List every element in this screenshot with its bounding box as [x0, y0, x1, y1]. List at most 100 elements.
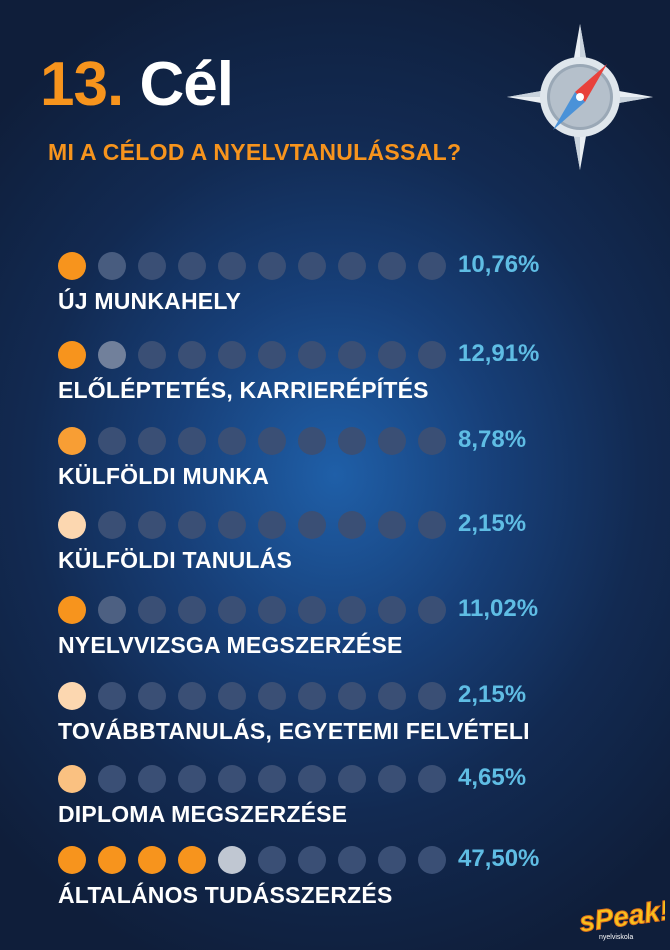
- chart-dot: [418, 427, 446, 455]
- chart-dot: [178, 682, 206, 710]
- chart-dot: [378, 596, 406, 624]
- chart-dot: [338, 511, 366, 539]
- category-label: ELŐLÉPTETÉS, KARRIERÉPÍTÉS: [58, 377, 429, 403]
- chart-dot: [58, 765, 86, 793]
- chart-dot: [138, 511, 166, 539]
- chart-dot: [58, 252, 86, 280]
- percent-label: 11,02%: [458, 595, 539, 622]
- chart-dot: [58, 511, 86, 539]
- chart-dot: [98, 252, 126, 280]
- chart-dot: [258, 765, 286, 793]
- chart-dot: [298, 682, 326, 710]
- percent-label: 2,15%: [458, 681, 527, 708]
- speak-logo: sPeak! nyelviskola: [577, 894, 665, 941]
- chart-row: 47,50% ÁLTALÁNOS TUDÁSSZERZÉS: [58, 838, 658, 918]
- percent-label: 4,65%: [458, 764, 527, 791]
- category-label: DIPLOMA MEGSZERZÉSE: [58, 801, 348, 827]
- svg-text:sPeak!: sPeak!: [577, 895, 665, 938]
- chart-dot: [178, 341, 206, 369]
- chart-dot: [58, 846, 86, 874]
- chart-dot: [418, 252, 446, 280]
- chart-dot: [298, 511, 326, 539]
- chart-dot: [418, 596, 446, 624]
- chart-dot: [138, 341, 166, 369]
- chart-dot: [98, 846, 126, 874]
- chart-dot: [298, 252, 326, 280]
- chart-dot: [218, 596, 246, 624]
- chart-dot: [138, 252, 166, 280]
- compass-icon: [507, 24, 653, 170]
- chart-dot: [378, 846, 406, 874]
- chart-dot: [218, 427, 246, 455]
- chart-dot: [218, 252, 246, 280]
- chart-dot: [58, 596, 86, 624]
- chart-dot: [58, 682, 86, 710]
- percent-label: 47,50%: [458, 845, 540, 872]
- chart-dot: [138, 596, 166, 624]
- chart-dot: [258, 596, 286, 624]
- chart-dot: [418, 846, 446, 874]
- chart-row: 2,15% KÜLFÖLDI TANULÁS: [58, 503, 658, 583]
- chart-dot: [258, 511, 286, 539]
- chart-dot: [298, 427, 326, 455]
- chart-dot: [378, 427, 406, 455]
- page-title: 13. Cél: [40, 50, 234, 120]
- chart-dot: [418, 511, 446, 539]
- chart-dot: [138, 846, 166, 874]
- chart-row: 10,76% ÚJ MUNKAHELY: [58, 244, 658, 324]
- chart-dot: [338, 846, 366, 874]
- chart-dot: [98, 596, 126, 624]
- chart-dot: [138, 682, 166, 710]
- category-label: KÜLFÖLDI TANULÁS: [58, 547, 293, 573]
- chart-dot: [178, 765, 206, 793]
- chart-dot: [58, 341, 86, 369]
- chart-dot: [98, 682, 126, 710]
- chart-dot: [178, 427, 206, 455]
- percent-label: 8,78%: [458, 426, 527, 453]
- category-label: NYELVVIZSGA MEGSZERZÉSE: [58, 632, 403, 658]
- svg-text:nyelviskola: nyelviskola: [599, 934, 633, 941]
- chart-dot: [258, 341, 286, 369]
- chart-row: 8,78% KÜLFÖLDI MUNKA: [58, 419, 658, 499]
- chart-dot: [418, 682, 446, 710]
- percent-label: 12,91%: [458, 340, 540, 367]
- chart-dot: [378, 511, 406, 539]
- chart-dot: [98, 765, 126, 793]
- percent-label: 2,15%: [458, 510, 527, 537]
- chart-dot: [258, 682, 286, 710]
- chart-dot: [418, 341, 446, 369]
- chart-dot: [258, 846, 286, 874]
- chart-row: 11,02% NYELVVIZSGA MEGSZERZÉSE: [58, 588, 658, 668]
- chart-dot: [138, 427, 166, 455]
- chart-dot: [338, 427, 366, 455]
- chart-dot: [298, 846, 326, 874]
- chart-dot: [298, 596, 326, 624]
- title-word: Cél: [139, 50, 233, 119]
- chart-dot: [218, 341, 246, 369]
- percent-label: 10,76%: [458, 251, 540, 278]
- chart-dot: [258, 252, 286, 280]
- chart-dot: [218, 682, 246, 710]
- chart-dot: [138, 765, 166, 793]
- chart-dot: [98, 427, 126, 455]
- chart-dot: [378, 682, 406, 710]
- category-label: TOVÁBBTANULÁS, EGYETEMI FELVÉTELI: [58, 718, 530, 744]
- chart-dot: [178, 252, 206, 280]
- chart-dot: [338, 596, 366, 624]
- chart-row: 4,65% DIPLOMA MEGSZERZÉSE: [58, 757, 658, 837]
- chart-dot: [98, 511, 126, 539]
- chart-row: 2,15% TOVÁBBTANULÁS, EGYETEMI FELVÉTELI: [58, 674, 658, 754]
- category-label: KÜLFÖLDI MUNKA: [58, 463, 270, 489]
- chart-dot: [178, 511, 206, 539]
- chart-dot: [338, 252, 366, 280]
- chart-dot: [338, 682, 366, 710]
- title-number: 13.: [40, 50, 124, 119]
- chart-dot: [178, 846, 206, 874]
- chart-subtitle: MI A CÉLOD A NYELVTANULÁSSAL?: [48, 139, 462, 165]
- chart-dot: [378, 765, 406, 793]
- category-label: ÁLTALÁNOS TUDÁSSZERZÉS: [58, 882, 393, 908]
- chart-dot: [178, 596, 206, 624]
- chart-dot: [258, 427, 286, 455]
- chart-row: 12,91% ELŐLÉPTETÉS, KARRIERÉPÍTÉS: [58, 333, 658, 413]
- chart-dot: [298, 765, 326, 793]
